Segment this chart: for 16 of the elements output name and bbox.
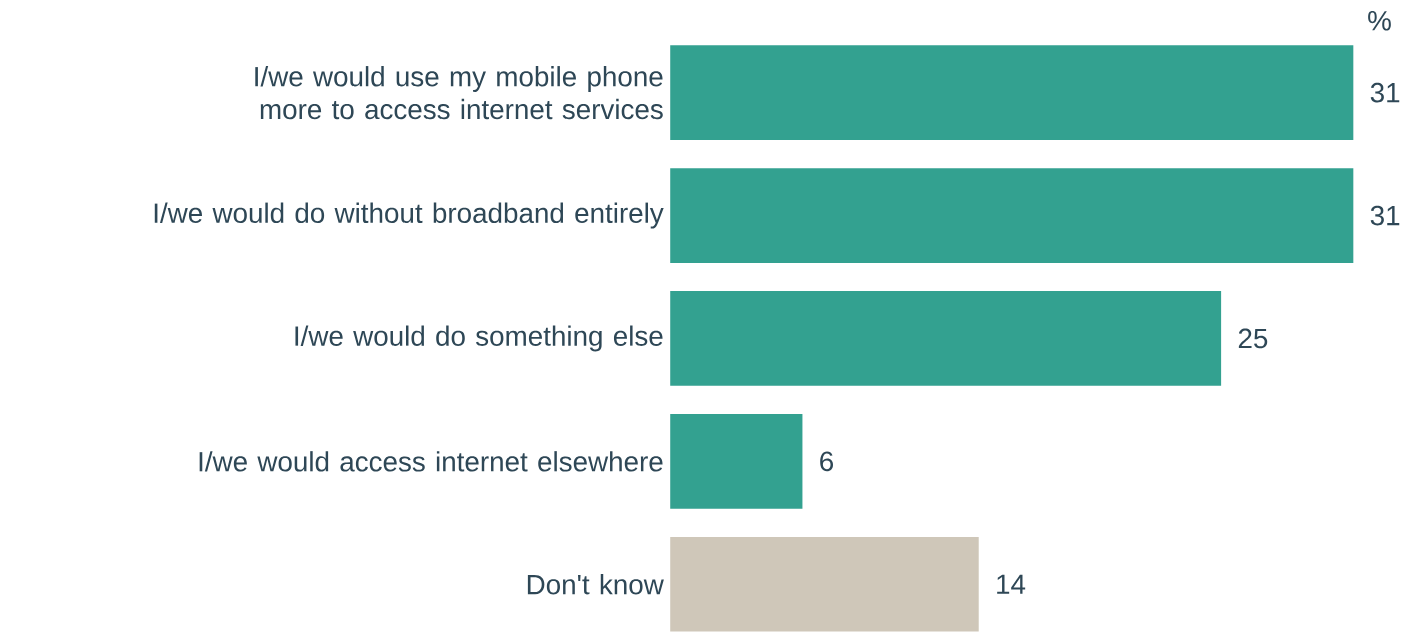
data-label: 31 bbox=[1370, 82, 1400, 103]
bar bbox=[670, 291, 1222, 386]
y-tick-label: Don't know bbox=[527, 574, 664, 595]
data-label: 14 bbox=[997, 574, 1026, 594]
y-tick-label: I/we would access internet elsewhere bbox=[199, 451, 663, 472]
data-label: 25 bbox=[1238, 328, 1268, 349]
data-label: 6 bbox=[820, 451, 834, 472]
y-tick-label: I/we would do without broadband entirely bbox=[154, 202, 664, 229]
y-tick-label: I/we would use my mobile phone more to access internet services bbox=[255, 66, 663, 120]
bar bbox=[670, 536, 979, 632]
data-label: 31 bbox=[1370, 205, 1400, 226]
bar bbox=[670, 168, 1354, 263]
bar bbox=[670, 45, 1354, 141]
y-tick-label: I/we would do something else bbox=[295, 325, 663, 352]
bar bbox=[670, 414, 803, 509]
text: % bbox=[1368, 11, 1391, 31]
